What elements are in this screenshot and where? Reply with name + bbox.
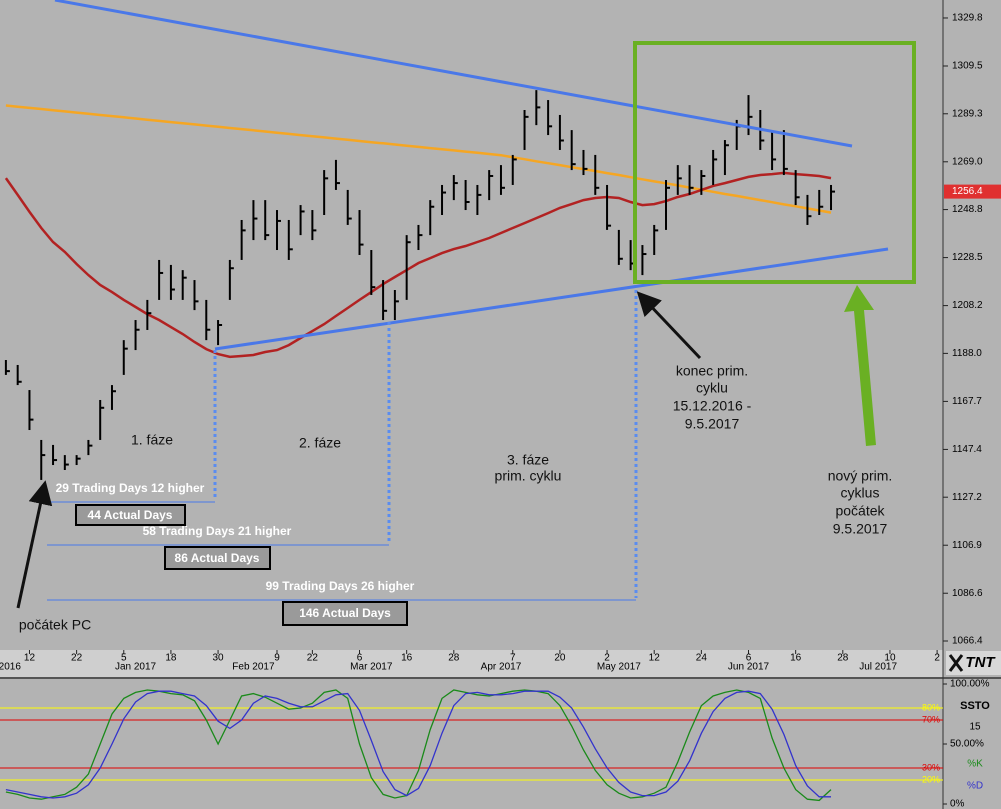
x-tick-label: 16 (790, 653, 802, 664)
measure-label: 44 Actual Days (88, 508, 173, 522)
y-tick-label: 1147.4 (952, 444, 982, 455)
x-tick-label: 22 (307, 653, 319, 664)
y-tick-label: 1167.7 (952, 396, 982, 407)
x-month-label: Feb 2017 (232, 662, 275, 673)
y-tick-label: 0% (950, 799, 965, 809)
y-tick-label: 1188.0 (952, 348, 982, 359)
x-tick-label: 5 (121, 653, 127, 664)
highlight-box (633, 41, 916, 284)
measure-box (75, 504, 186, 526)
annotation: konec prim. (676, 363, 748, 379)
annotation: 1. fáze (131, 432, 173, 448)
x-tick-label: 6 (746, 653, 752, 664)
arrow (16, 480, 53, 609)
arrow (636, 291, 702, 360)
panel-separator (0, 677, 1001, 679)
level-label: 20% (922, 774, 940, 784)
annotation: počátek (835, 503, 885, 519)
indicator-period: 15 (969, 722, 981, 733)
y-tick-label: 1228.5 (952, 252, 983, 263)
lower-trendline (214, 247, 889, 351)
x-month-label: Apr 2017 (481, 662, 522, 673)
stochastic-axis: 100.00% 50.00% 0% SSTO 15 %K %D (943, 679, 990, 809)
stochastic-panel: 80% 70% 30% 20% (0, 689, 943, 802)
y-tick-label: 1329.8 (952, 13, 983, 24)
price-panel: 1. fáze 2. fáze 3. fáze prim. cyklu kone… (4, 0, 916, 633)
x-tick-label: 9 (274, 653, 280, 664)
level-label: 30% (922, 762, 940, 772)
measure-label: 146 Actual Days (299, 606, 391, 620)
annotation: 2. fáze (299, 435, 341, 451)
x-tick-label: 7 (510, 653, 516, 664)
logo: TNT (965, 654, 996, 671)
y-tick-label: 50.00% (950, 739, 984, 750)
y-tick-label: 1127.2 (952, 492, 982, 503)
y-tick-label: 1309.5 (952, 61, 983, 72)
x-tick-label: 28 (837, 653, 849, 664)
x-tick-label: 12 (649, 653, 661, 664)
annotation: 3. fáze (507, 452, 549, 468)
measure-label: 58 Trading Days 21 higher (143, 524, 292, 538)
x-month-label: May 2017 (597, 662, 641, 673)
x-tick-label: 30 (213, 653, 225, 664)
last-price-label: 1256.4 (952, 186, 983, 197)
stochastic-line (5, 690, 831, 799)
y-tick-label: 1086.6 (952, 588, 983, 599)
annotation: 15.12.2016 - (673, 398, 752, 414)
price-bars (4, 90, 836, 480)
x-tick-label: 12 (24, 653, 36, 664)
y-tick-label: 1106.9 (952, 540, 982, 551)
y-tick-label: 100.00% (950, 679, 990, 690)
level-label: 70% (922, 714, 940, 724)
annotation: cyklus (841, 485, 880, 501)
x-tick-label: 2 (604, 653, 610, 664)
x-month-label: Jan 2017 (115, 662, 157, 673)
x-tick-label: 18 (165, 653, 177, 664)
x-axis-band (0, 650, 943, 677)
green-arrow (844, 285, 876, 446)
x-tick-label: 24 (696, 653, 708, 664)
x-tick-label: 20 (554, 653, 566, 664)
logo-icon (948, 654, 964, 672)
x-tick-label: 16 (401, 653, 413, 664)
x-tick-label: 6 (357, 653, 363, 664)
annotation: 9.5.2017 (685, 416, 740, 432)
x-tick-label: 22 (71, 653, 83, 664)
y-tick-label: 1208.2 (952, 300, 983, 311)
axes: 1329.8 1309.5 1289.3 1269.0 1248.8 1228.5 1208… (0, 13, 1001, 673)
x-month-label: Jul 2017 (859, 662, 897, 673)
measure-label: 86 Actual Days (175, 551, 260, 565)
annotation: 9.5.2017 (833, 521, 888, 537)
upper-trendline (54, 0, 853, 148)
y-tick-label: 1269.0 (952, 156, 983, 167)
y-tick-label: 1248.8 (952, 204, 983, 215)
measure-label: 99 Trading Days 26 higher (266, 579, 415, 593)
measure-label: 29 Trading Days 12 higher (56, 481, 205, 495)
x-tick-label: 2 (934, 653, 940, 664)
x-month-label: Jun 2017 (728, 662, 770, 673)
annotation: počátek PC (19, 617, 91, 633)
annotation: prim. cyklu (495, 468, 562, 484)
moving-average (4, 171, 832, 359)
y-tick-label: 1066.4 (952, 636, 983, 647)
x-tick-label: 28 (448, 653, 460, 664)
measure-box (164, 546, 271, 570)
level-label: 80% (922, 702, 940, 712)
measure-box (282, 601, 408, 626)
x-month-label: c 2016 (0, 662, 21, 673)
x-month-label: Mar 2017 (350, 662, 393, 673)
x-tick-label: 10 (884, 653, 896, 664)
y-tick-label: 1289.3 (952, 108, 983, 119)
stochastic-line (5, 689, 832, 802)
legend-entry: %D (967, 781, 983, 792)
indicator-title: SSTO (960, 700, 990, 712)
legend-entry: %K (967, 759, 983, 770)
annotation: cyklu (696, 380, 728, 396)
last-price-marker (944, 184, 1001, 199)
annotation: nový prim. (828, 468, 893, 484)
